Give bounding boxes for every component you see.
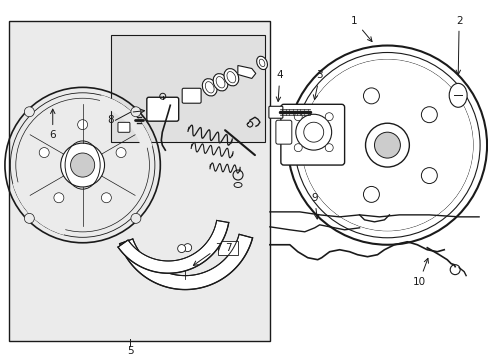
FancyBboxPatch shape xyxy=(268,106,282,118)
FancyBboxPatch shape xyxy=(118,122,130,132)
Circle shape xyxy=(70,153,95,177)
Circle shape xyxy=(39,148,49,158)
Text: 7: 7 xyxy=(193,243,221,265)
Text: 7: 7 xyxy=(224,243,231,253)
Circle shape xyxy=(101,193,111,203)
Circle shape xyxy=(131,107,141,117)
Circle shape xyxy=(116,148,126,158)
Circle shape xyxy=(363,88,379,104)
Text: 3: 3 xyxy=(313,71,323,99)
Circle shape xyxy=(421,107,436,123)
Circle shape xyxy=(183,244,191,252)
Circle shape xyxy=(294,113,302,121)
Ellipse shape xyxy=(213,74,227,91)
Circle shape xyxy=(421,168,436,184)
Ellipse shape xyxy=(224,68,238,86)
Circle shape xyxy=(374,132,400,158)
Circle shape xyxy=(177,244,185,253)
Circle shape xyxy=(131,213,141,223)
FancyBboxPatch shape xyxy=(146,97,178,121)
Polygon shape xyxy=(118,220,228,273)
Bar xyxy=(218,241,238,255)
Circle shape xyxy=(61,143,104,187)
Ellipse shape xyxy=(448,84,466,107)
FancyBboxPatch shape xyxy=(275,120,291,144)
FancyBboxPatch shape xyxy=(182,88,201,103)
FancyBboxPatch shape xyxy=(280,104,344,165)
Circle shape xyxy=(78,120,87,130)
Text: 9: 9 xyxy=(311,193,318,219)
Circle shape xyxy=(303,122,323,142)
Ellipse shape xyxy=(202,79,217,96)
Circle shape xyxy=(24,213,34,223)
Text: 1: 1 xyxy=(350,15,371,41)
Circle shape xyxy=(54,193,64,203)
Circle shape xyxy=(24,107,34,117)
Bar xyxy=(9,21,269,341)
Text: 10: 10 xyxy=(412,258,427,287)
Text: 2: 2 xyxy=(455,15,462,75)
Text: 5: 5 xyxy=(127,346,134,356)
Circle shape xyxy=(365,123,408,167)
Circle shape xyxy=(294,144,302,152)
Text: 6: 6 xyxy=(49,109,56,140)
Circle shape xyxy=(327,137,343,153)
Circle shape xyxy=(301,59,472,231)
Text: 4: 4 xyxy=(276,71,283,102)
Circle shape xyxy=(325,144,332,152)
Text: 8: 8 xyxy=(107,115,113,125)
Polygon shape xyxy=(120,234,252,289)
Polygon shape xyxy=(237,66,255,78)
Bar xyxy=(110,35,264,142)
Circle shape xyxy=(363,186,379,202)
Ellipse shape xyxy=(256,56,267,69)
Circle shape xyxy=(325,113,332,121)
